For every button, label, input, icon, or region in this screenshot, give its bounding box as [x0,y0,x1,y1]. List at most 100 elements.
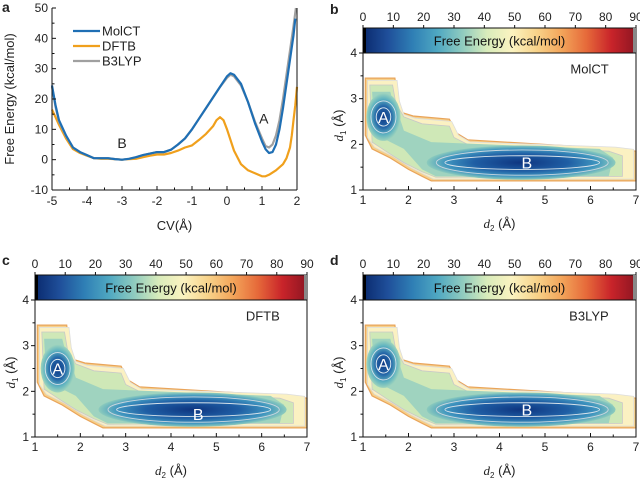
colorbar [34,274,308,301]
colorbar-tick-label: 10 [387,257,401,271]
x-axis-label: CV(Å) [157,218,192,233]
x-tick-label: 3 [122,440,129,454]
panel-letter: b [330,1,339,17]
y-tick-label: 4 [22,293,29,307]
x-tick-label: -3 [117,194,128,208]
y-axis-label-unit: (Å) [3,357,18,378]
colorbar-tick-label: 10 [59,257,73,271]
contour-B-inner [444,402,601,417]
colorbar-tick-label: 80 [599,257,613,271]
x-tick-label: 2 [77,440,84,454]
series-line-molct [50,18,297,161]
colorbar-tick-label: 70 [569,257,583,271]
colorbar-tick-label: 0 [32,257,39,271]
colorbar-tick-label: 30 [447,257,461,271]
contour-B-outer [435,149,609,176]
x-axis-label: d2 (Å) [484,216,516,233]
colorbar-tick-label: 60 [538,257,552,271]
y-tick-label: 2 [350,137,357,151]
colorbar-tick-label: 50 [508,10,522,24]
y-axis-label-unit: (Å) [331,357,346,378]
x-tick-label: 1 [32,440,39,454]
y-tick-label: -10 [31,183,49,197]
x-tick-label: 5 [542,440,549,454]
contour-B-inner [116,402,272,417]
x-axis-label-unit: (Å) [495,216,516,231]
y-axis-label-unit: (Å) [331,110,346,131]
x-tick-label: -2 [152,194,163,208]
x-tick-label: -1 [187,194,198,208]
contour-B-outer [435,396,609,423]
panel-b-heatmap: b Free Energy (kcal/mol) 0 10 20 30 40 50 60 70 80… [330,1,640,233]
x-tick-label: 0 [224,194,231,208]
contour-A-outer [370,100,397,134]
colorbar-tick-label: 70 [240,257,254,271]
contour-A-inner [375,354,392,374]
colorbar-tick-label: 70 [569,10,583,24]
x-axis-label-symbol: d [484,463,491,478]
colorbar-tick-label: 20 [89,257,103,271]
x-tick-label: 6 [587,440,594,454]
method-label: MolCT [570,62,608,77]
x-tick-label: 7 [633,193,640,207]
x-tick-label: 3 [451,440,458,454]
colorbar-tick-label: 40 [149,257,163,271]
y-tick-label: 10 [35,122,49,136]
y-tick-label: 1 [22,430,29,444]
y-axis-label-symbol: d [331,381,346,388]
x-tick-label: 3 [451,193,458,207]
y-axis-label: d1 (Å) [3,357,20,389]
panel-letter: c [2,252,10,268]
x-tick-label: 6 [587,193,594,207]
y-axis-label: Free Energy (kcal/mol) [2,33,17,164]
colorbar-label: Free Energy (kcal/mol) [105,281,236,296]
y-tick-label: 1 [350,183,357,197]
colorbar-tick-label: 80 [599,10,613,24]
y-tick-label: 50 [35,1,49,15]
colorbar-min-cap [363,28,366,53]
y-axis-label-symbol: d [331,134,346,141]
y-tick-label: 3 [22,339,29,353]
y-axis-label-subscript: 1 [339,377,348,382]
x-axis-label-subscript: 2 [490,224,495,233]
x-tick-label: 2 [294,194,301,208]
y-tick-label: 40 [35,31,49,45]
contour-A-inner [49,358,66,379]
y-tick-label: 4 [350,293,357,307]
y-tick-label: 2 [350,384,357,398]
colorbar-tick-label: 50 [179,257,193,271]
y-tick-label: 3 [350,92,357,106]
contour-A-inner [375,107,392,127]
colorbar-tick-label: 10 [387,10,401,24]
y-tick-label: 1 [350,430,357,444]
x-tick-label: 6 [258,440,265,454]
annotation-A: A [259,111,269,127]
x-axis-label-subscript: 2 [162,471,167,480]
basin-B [426,145,616,180]
minimum-label-A: A [378,110,389,127]
x-tick-label: 1 [360,440,367,454]
contour-B-inner [444,155,601,170]
y-axis-label-subscript: 1 [339,130,348,135]
panel-d-heatmap: d Free Energy (kcal/mol) 0 10 20 30 40 50 60 70 80… [330,252,640,480]
colorbar-tick-label: 0 [360,10,367,24]
colorbar-tick-label: 0 [360,257,367,271]
colorbar-tick-label: 90 [629,10,640,24]
free-energy-surface [364,324,637,429]
y-tick-label: 30 [35,62,49,76]
x-tick-label: -5 [47,194,58,208]
minimum-label-A: A [52,362,63,379]
x-tick-label: 1 [259,194,266,208]
colorbar-min-cap [363,275,366,300]
free-energy-surface [364,77,637,182]
minimum-label-A: A [378,357,389,374]
colorbar-tick-label: 30 [447,10,461,24]
contour-B-outer [107,396,280,423]
x-tick-label: 7 [304,440,311,454]
y-axis-label-symbol: d [3,381,18,388]
x-axis-label: d2 (Å) [484,463,516,480]
colorbar-tick-label: 40 [478,257,492,271]
annotation-B: B [117,135,126,151]
y-tick-label: 20 [35,92,49,106]
x-axis-label-symbol: d [484,216,491,231]
